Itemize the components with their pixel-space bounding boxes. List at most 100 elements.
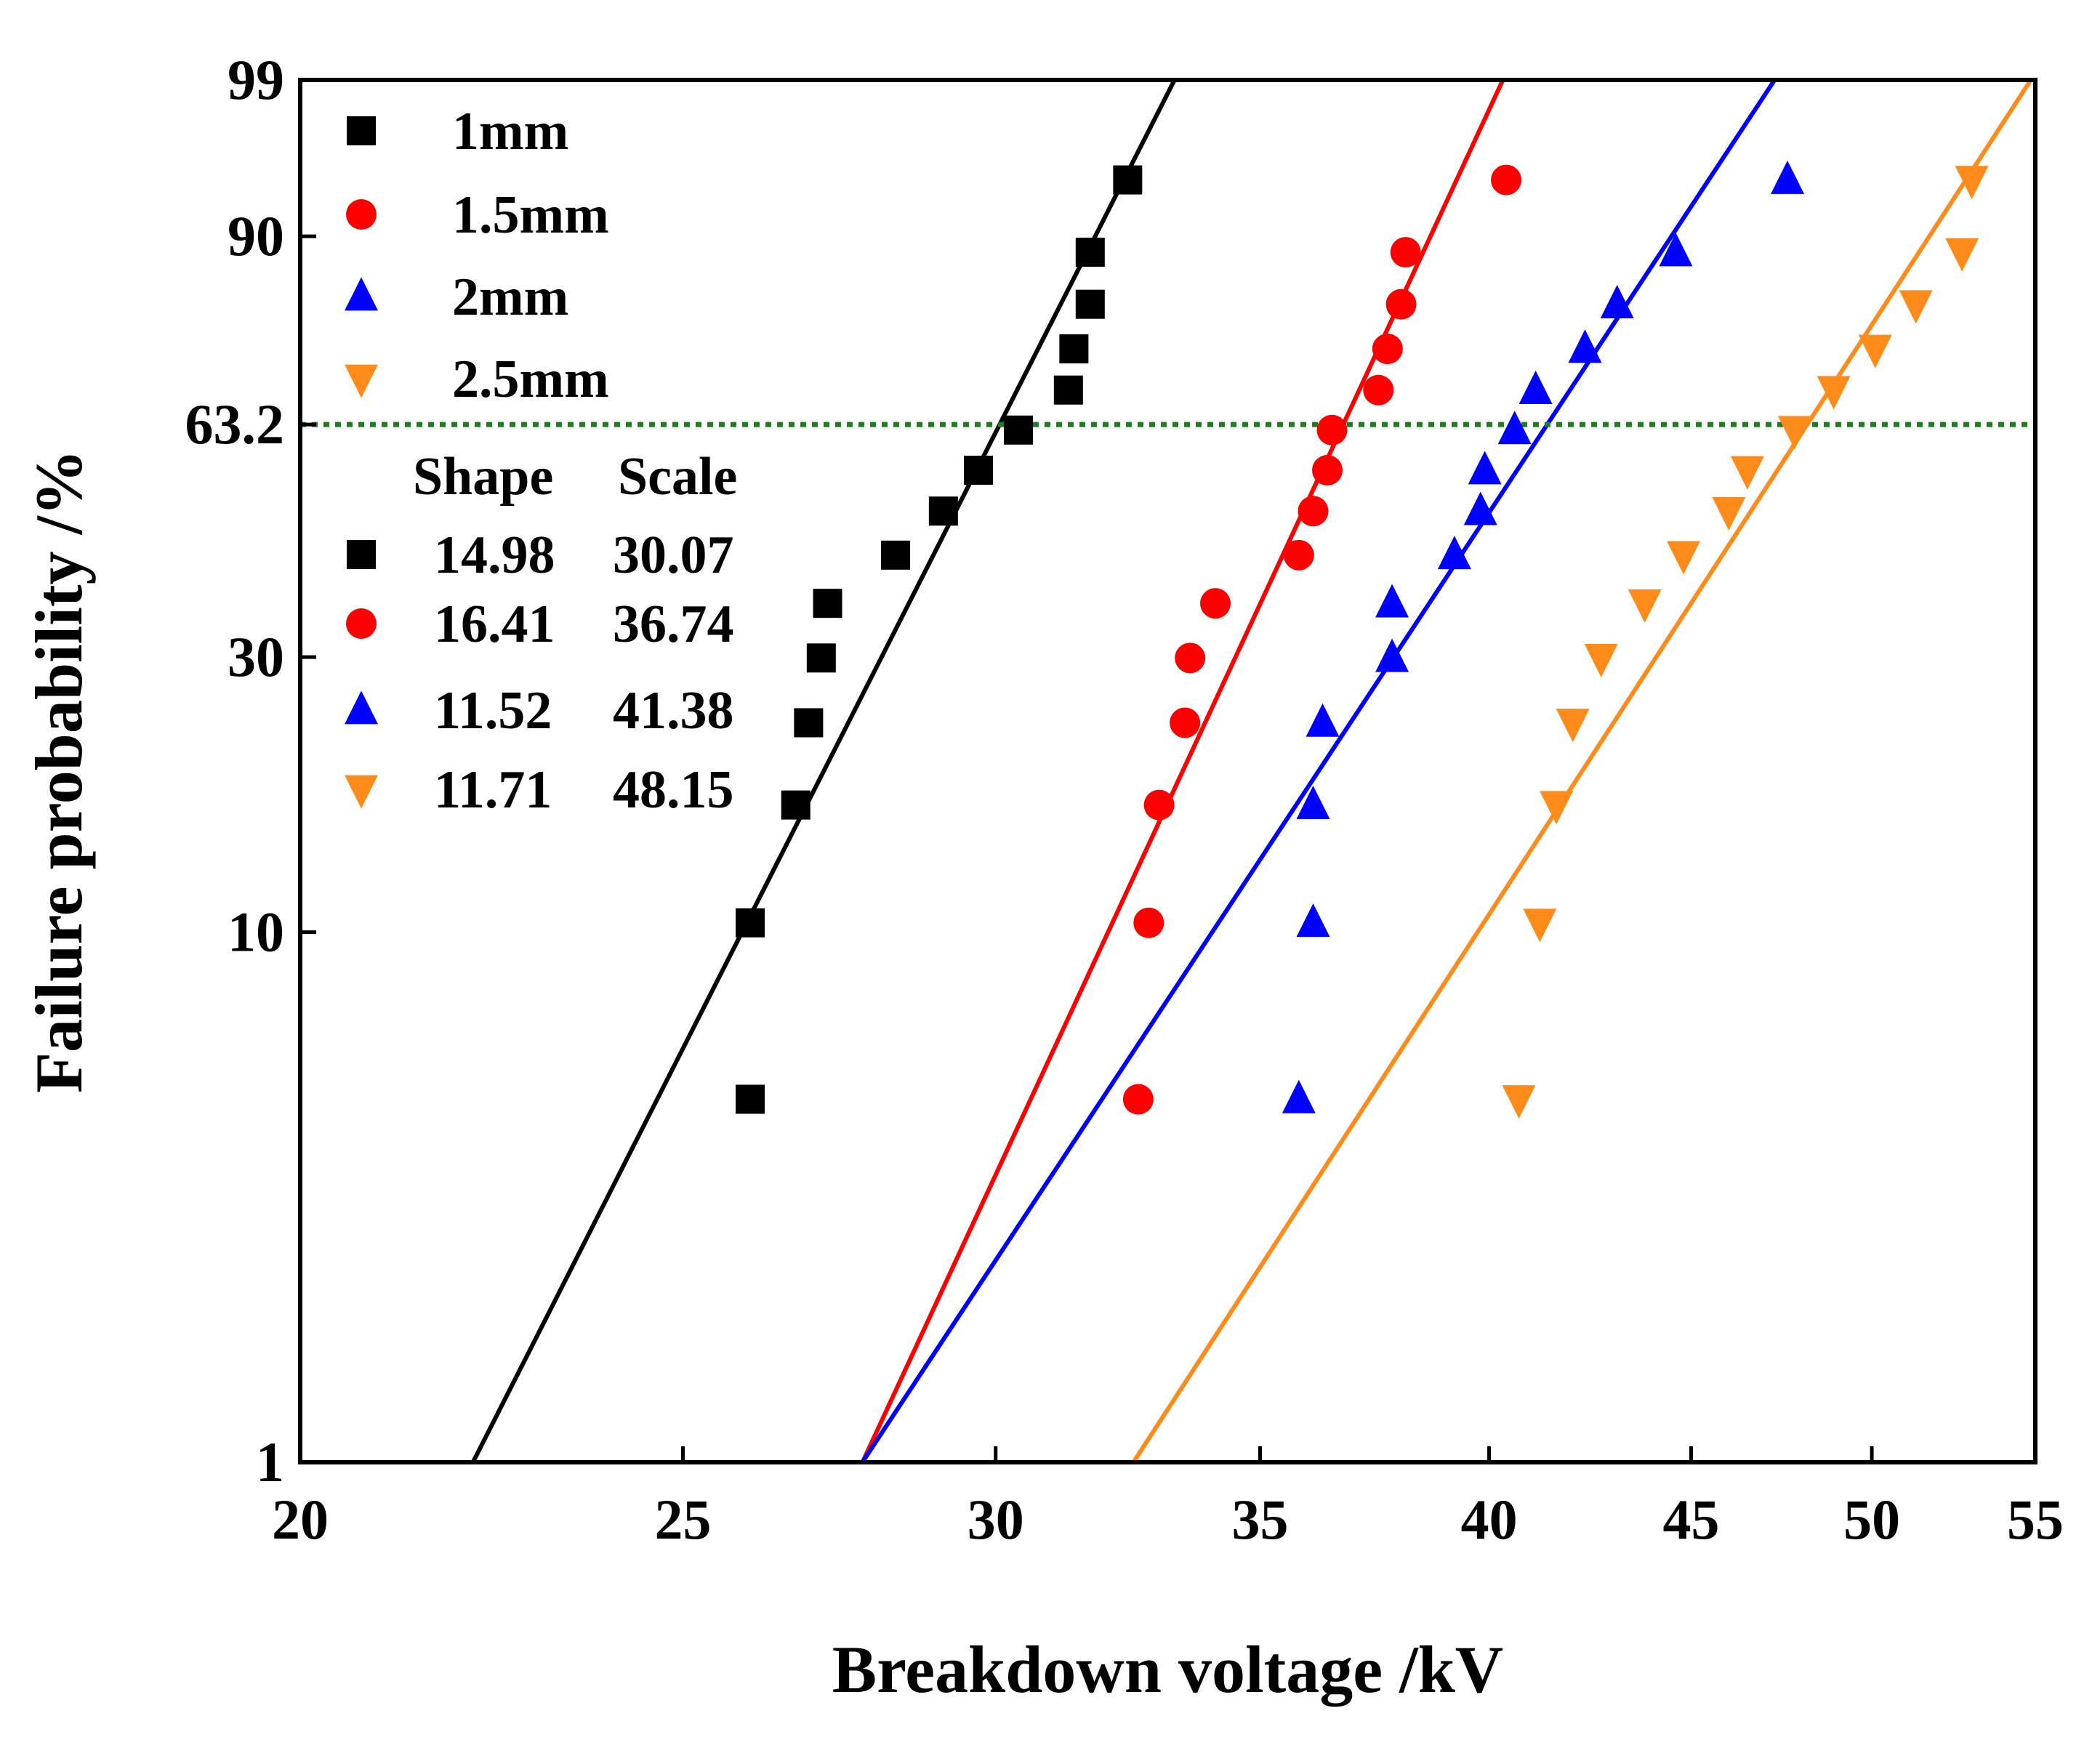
y-tick-label: 99 <box>228 48 284 111</box>
x-tick-label: 55 <box>2007 1488 2064 1551</box>
y-tick-label: 10 <box>228 900 284 964</box>
point-1.5mm <box>1133 907 1164 938</box>
point-2.5mm <box>1712 496 1746 531</box>
point-1mm <box>736 1084 765 1114</box>
point-2mm <box>1771 160 1805 194</box>
fit-line-2mm <box>860 80 1777 1462</box>
param-marker-1mm <box>347 540 376 569</box>
point-1mm <box>1075 289 1105 319</box>
param-marker-2.5mm <box>345 775 378 809</box>
point-2mm <box>1296 903 1330 938</box>
point-1mm <box>794 708 824 738</box>
point-2mm <box>1463 491 1497 525</box>
point-1mm <box>1113 165 1143 195</box>
point-2.5mm <box>1777 416 1811 450</box>
point-1.5mm <box>1175 642 1206 674</box>
param-shape-2mm: 11.52 <box>434 681 552 741</box>
point-2.5mm <box>1858 334 1892 368</box>
point-1.5mm <box>1491 164 1522 196</box>
point-2mm <box>1600 284 1634 318</box>
point-1mm <box>813 589 842 618</box>
point-2.5mm <box>1955 166 1989 200</box>
point-2mm <box>1282 1079 1316 1113</box>
point-2.5mm <box>1817 376 1851 410</box>
point-2mm <box>1375 584 1409 618</box>
point-1.5mm <box>1200 588 1231 619</box>
fit-line-2.5mm <box>1131 80 2033 1462</box>
fit-line-1.5mm <box>860 80 1505 1462</box>
point-1.5mm <box>1385 289 1417 320</box>
y-tick-label: 63.2 <box>185 392 285 456</box>
point-2.5mm <box>1502 1085 1536 1119</box>
legend-marker-1.5mm <box>346 199 377 230</box>
param-scale-2.5mm: 48.15 <box>613 760 734 820</box>
point-2mm <box>1518 371 1553 405</box>
legend-marker-2mm <box>345 277 378 311</box>
point-1mm <box>1075 238 1105 267</box>
y-axis-ticks: 1 10 30 63.2 90 99 <box>185 48 316 1494</box>
point-2.5mm <box>1584 643 1618 677</box>
legend-shape-header: Shape <box>413 447 553 507</box>
point-1.5mm <box>1390 237 1421 268</box>
point-1.5mm <box>1363 374 1394 406</box>
point-1.5mm <box>1283 539 1314 571</box>
point-1mm <box>964 456 994 485</box>
point-2mm <box>1306 703 1340 737</box>
param-shape-1.5mm: 16.41 <box>434 595 555 654</box>
point-2.5mm <box>1945 238 1979 272</box>
x-tick-label: 50 <box>1843 1488 1900 1551</box>
point-1mm <box>928 496 958 526</box>
x-tick-label: 35 <box>1231 1488 1288 1551</box>
param-shape-1mm: 14.98 <box>434 525 555 585</box>
point-1.5mm <box>1143 789 1175 821</box>
legend-label-1mm: 1mm <box>452 102 568 161</box>
x-tick-label: 20 <box>272 1488 329 1551</box>
point-1.5mm <box>1372 333 1403 364</box>
point-2.5mm <box>1628 589 1662 623</box>
legend-marker-1mm <box>347 116 376 145</box>
point-2mm <box>1497 411 1532 445</box>
legend-parameter-entries: 14.98 30.07 16.41 36.74 11.52 41.38 11.71 48.15 <box>345 525 734 820</box>
y-tick-label: 90 <box>228 204 284 267</box>
legend-label-1.5mm: 1.5mm <box>452 185 609 245</box>
point-2mm <box>1437 536 1471 570</box>
point-1mm <box>806 643 836 673</box>
param-marker-2mm <box>345 690 378 725</box>
x-tick-label: 45 <box>1662 1488 1719 1551</box>
point-2mm <box>1375 638 1409 672</box>
param-scale-1mm: 30.07 <box>613 525 734 585</box>
point-2mm <box>1296 785 1330 819</box>
x-tick-label: 30 <box>967 1488 1024 1551</box>
legend-label-2mm: 2mm <box>452 267 568 327</box>
point-2mm <box>1468 451 1502 485</box>
point-1.5mm <box>1298 496 1329 527</box>
point-1mm <box>736 908 765 938</box>
legend-label-2.5mm: 2.5mm <box>452 350 609 409</box>
point-1mm <box>1053 375 1083 405</box>
point-1mm <box>1059 334 1089 363</box>
point-2.5mm <box>1666 541 1700 575</box>
point-2.5mm <box>1540 791 1574 825</box>
point-2mm <box>1568 329 1602 363</box>
point-2mm <box>1659 233 1693 267</box>
x-axis-ticks: 20 25 30 35 40 45 50 55 <box>272 1446 2064 1551</box>
y-tick-label: 30 <box>228 625 284 688</box>
data-points <box>736 160 1989 1119</box>
point-1.5mm <box>1316 414 1348 446</box>
y-axis-label: Failure probability /% <box>22 449 96 1093</box>
legend-scale-header: Scale <box>618 447 737 507</box>
point-2.5mm <box>1899 290 1933 324</box>
point-1mm <box>881 540 911 570</box>
x-tick-label: 25 <box>655 1488 712 1551</box>
y-tick-label: 1 <box>256 1430 284 1494</box>
legend-series-entries: 1mm 1.5mm 2mm 2.5mm <box>345 102 609 409</box>
param-marker-1.5mm <box>346 608 377 639</box>
point-1.5mm <box>1122 1084 1154 1115</box>
legend: 1mm 1.5mm 2mm 2.5mm Shape Scale 14.98 30.07 1… <box>345 102 737 820</box>
param-shape-2.5mm: 11.71 <box>434 760 552 820</box>
point-1.5mm <box>1312 455 1343 486</box>
legend-marker-2.5mm <box>345 364 378 398</box>
point-2.5mm <box>1523 908 1557 943</box>
fit-line-1mm <box>470 80 1177 1462</box>
